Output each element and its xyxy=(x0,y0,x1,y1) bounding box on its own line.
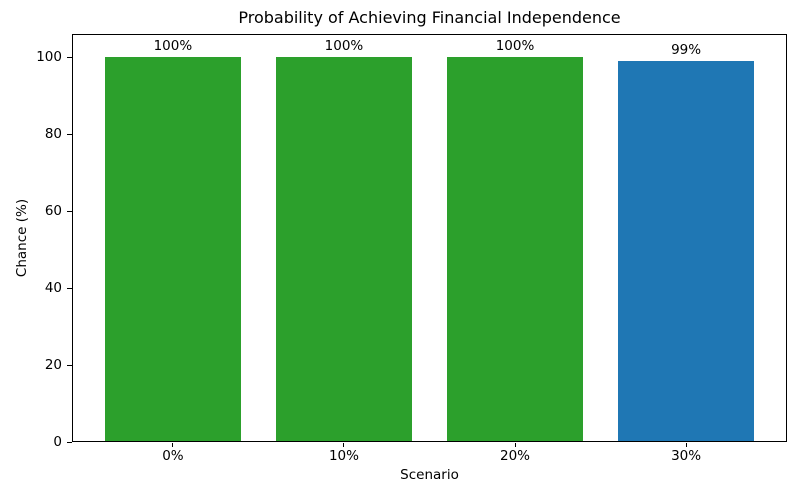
x-tick-mark xyxy=(343,443,345,447)
y-tick-label: 20 xyxy=(44,357,62,374)
bar-value-label: 100% xyxy=(495,38,535,55)
y-tick-label: 0 xyxy=(53,434,62,450)
bar xyxy=(104,57,242,441)
x-axis-label: Scenario xyxy=(400,467,459,483)
y-tick-mark xyxy=(67,364,72,366)
y-tick-mark xyxy=(67,287,72,289)
y-tick-mark xyxy=(67,133,72,135)
x-tick-label: 0% xyxy=(162,448,184,464)
bar-value-label: 100% xyxy=(324,38,364,55)
bar xyxy=(617,60,755,441)
y-tick-mark xyxy=(67,210,72,212)
y-tick-mark xyxy=(67,441,72,443)
chart-title: Probability of Achieving Financial Indep… xyxy=(238,8,621,27)
y-tick-label: 100 xyxy=(36,49,62,66)
x-tick-label: 10% xyxy=(328,448,359,464)
y-tick-label: 40 xyxy=(44,280,62,297)
bar-value-label: 100% xyxy=(153,38,193,55)
bar xyxy=(275,57,413,441)
x-tick-label: 30% xyxy=(671,448,702,464)
x-tick-mark xyxy=(172,443,174,447)
bar-value-label: 99% xyxy=(671,41,702,58)
x-tick-label: 20% xyxy=(500,448,531,464)
y-tick-mark xyxy=(67,56,72,58)
x-tick-mark xyxy=(514,443,516,447)
y-tick-label: 60 xyxy=(44,203,62,220)
y-tick-label: 80 xyxy=(44,126,62,143)
x-tick-mark xyxy=(685,443,687,447)
bar xyxy=(446,57,584,441)
